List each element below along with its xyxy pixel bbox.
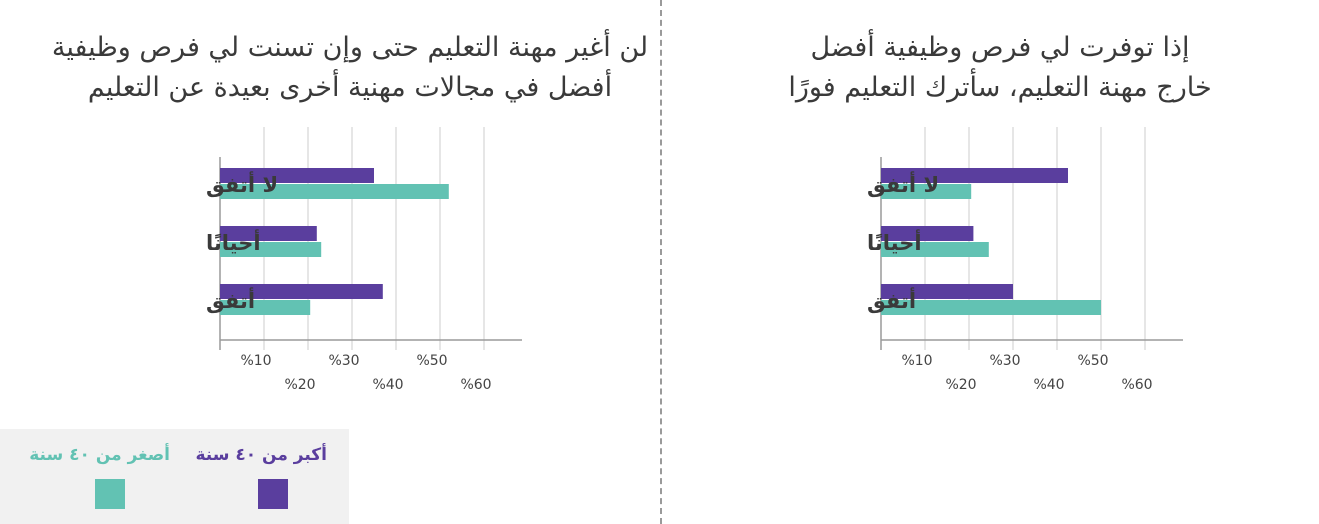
- legend: أكبر من ٤٠ سنة أصغر من ٤٠ سنة: [0, 429, 349, 524]
- x-tick-label: %40: [1033, 377, 1064, 393]
- category-label: لا أتفق: [206, 170, 278, 197]
- legend-label-older: أكبر من ٤٠ سنة: [195, 445, 327, 465]
- x-tick-label: %50: [416, 353, 447, 369]
- panel-divider: [660, 0, 662, 524]
- chart-0-plot: %10 %30 %50 %20 %40 %60 لا أتفق أحيانًا أتفق: [206, 127, 522, 393]
- x-tick-label: %30: [328, 353, 359, 369]
- chart-title-right: إذا توفرت لي فرص وظيفية أفضل خارج مهنة ا…: [788, 32, 1212, 103]
- x-tick-label: %50: [1077, 353, 1108, 369]
- bar-younger: [220, 300, 311, 315]
- bar-older: [881, 226, 974, 241]
- category-label: أحيانًا: [206, 228, 261, 255]
- x-tick-label: %60: [460, 377, 491, 393]
- bar-older: [881, 168, 1068, 183]
- bar-older: [881, 284, 1013, 299]
- bar-younger: [881, 184, 972, 199]
- category-label: لا أتفق: [867, 170, 939, 197]
- legend-label-younger: أصغر من ٤٠ سنة: [29, 445, 170, 465]
- x-tick-label: %40: [372, 377, 403, 393]
- chart-1-plot: %10 %30 %50 %20 %40 %60 لا أتفق أحيانًا أتفق: [867, 127, 1183, 393]
- category-label: أحيانًا: [867, 228, 922, 255]
- bar-chart-left: %10 %30 %50 %20 %40 %60 لا أتفق أحيانًا أتفق: [206, 127, 522, 393]
- bar-younger: [881, 242, 989, 257]
- bar-older: [220, 168, 374, 183]
- legend-swatch-older: [258, 479, 288, 509]
- x-tick-label: %10: [240, 353, 271, 369]
- bar-chart-right: %10 %30 %50 %20 %40 %60 لا أتفق أحيانًا أتفق: [867, 127, 1183, 393]
- bar-younger: [220, 184, 449, 199]
- category-label: أتفق: [206, 286, 255, 313]
- bar-older: [220, 226, 317, 241]
- bar-younger: [881, 300, 1101, 315]
- x-tick-label: %60: [1121, 377, 1152, 393]
- legend-swatch-younger: [95, 479, 125, 509]
- bar-older: [220, 284, 383, 299]
- category-label: أتفق: [867, 286, 916, 313]
- x-tick-label: %30: [989, 353, 1020, 369]
- x-tick-label: %20: [284, 377, 315, 393]
- bar-younger: [220, 242, 322, 257]
- x-tick-label: %20: [945, 377, 976, 393]
- x-tick-label: %10: [901, 353, 932, 369]
- chart-title-left: لن أغير مهنة التعليم حتى وإن تسنت لي فرص…: [51, 32, 649, 103]
